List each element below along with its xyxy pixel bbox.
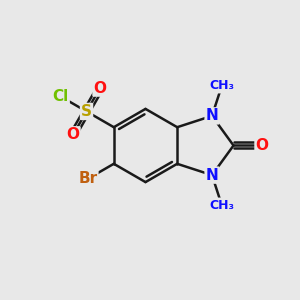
- Text: O: O: [256, 138, 268, 153]
- Text: N: N: [206, 168, 218, 183]
- Text: N: N: [206, 108, 218, 123]
- Text: CH₃: CH₃: [209, 80, 234, 92]
- Text: Br: Br: [78, 171, 98, 186]
- Text: O: O: [67, 127, 80, 142]
- Text: O: O: [94, 81, 106, 96]
- Text: Cl: Cl: [52, 89, 69, 104]
- Text: CH₃: CH₃: [209, 199, 234, 212]
- Text: S: S: [81, 104, 92, 119]
